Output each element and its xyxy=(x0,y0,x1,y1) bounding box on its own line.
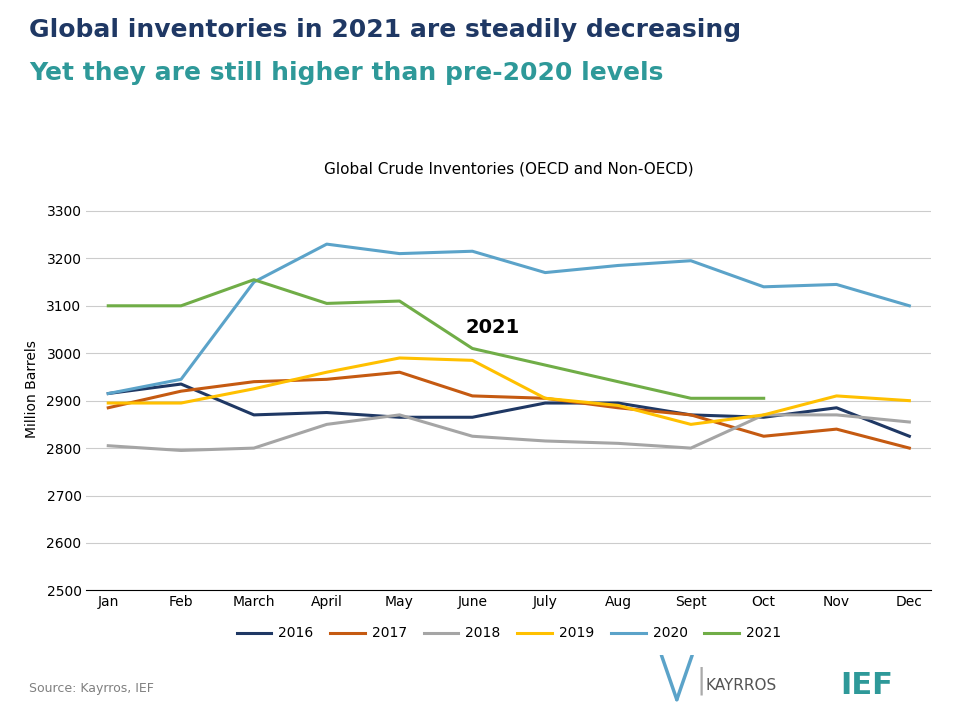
Title: Global Crude Inventories (OECD and Non-OECD): Global Crude Inventories (OECD and Non-O… xyxy=(324,161,694,176)
Text: KAYRROS: KAYRROS xyxy=(706,678,777,693)
Y-axis label: Million Barrels: Million Barrels xyxy=(26,340,39,438)
Text: IEF: IEF xyxy=(840,671,893,700)
Legend: 2016, 2017, 2018, 2019, 2020, 2021: 2016, 2017, 2018, 2019, 2020, 2021 xyxy=(231,621,786,646)
Text: |: | xyxy=(697,666,707,695)
Text: Source: Kayrros, IEF: Source: Kayrros, IEF xyxy=(29,682,154,695)
Text: Yet they are still higher than pre-2020 levels: Yet they are still higher than pre-2020 … xyxy=(29,61,663,85)
Text: Global inventories in 2021 are steadily decreasing: Global inventories in 2021 are steadily … xyxy=(29,18,741,42)
Text: 2021: 2021 xyxy=(465,318,519,337)
